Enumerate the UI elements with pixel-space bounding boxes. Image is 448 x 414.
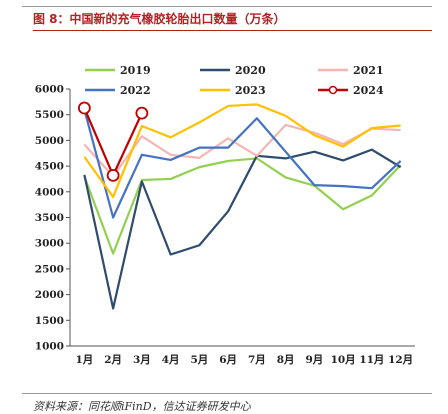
y-tick-label: 5000 — [35, 135, 64, 147]
x-tick-label: 11月 — [359, 354, 384, 366]
y-tick-label: 1500 — [35, 315, 64, 327]
y-tick-label: 2500 — [35, 263, 64, 275]
top-rule — [22, 6, 432, 7]
y-tick-label: 4000 — [35, 186, 64, 198]
series-line-2022 — [83, 109, 402, 219]
y-tick-label: 5500 — [35, 109, 64, 121]
legend-label-2019: 2019 — [120, 64, 151, 77]
data-point-2024 — [106, 168, 120, 182]
y-tick-label: 3500 — [35, 212, 64, 224]
line-chart: 1000 1500 2000 2500 3000 3500 4000 4500 5000 5500… — [35, 64, 415, 366]
legend-label-2022: 2022 — [120, 84, 151, 97]
legend-label-2024: 2024 — [353, 84, 384, 97]
chart-legend: 2019 2020 2021 2022 2023 2024 — [85, 64, 384, 97]
y-tick-label: 4500 — [35, 161, 64, 173]
y-tick-label: 1000 — [35, 341, 64, 353]
legend-label-2020: 2020 — [235, 64, 266, 77]
x-tick-label: 1月 — [75, 354, 93, 366]
x-tick-label: 6月 — [219, 354, 237, 366]
data-point-2024 — [135, 106, 149, 120]
x-tick-label: 3月 — [133, 354, 151, 366]
source-note: 资料来源：同花顺iFinD，信达证券研发中心 — [33, 400, 251, 413]
figure-title: 图 8：中国新的充气橡胶轮胎出口数量（万条） — [33, 12, 286, 26]
legend-marker-2024 — [328, 85, 338, 95]
series-line-2019 — [83, 157, 402, 255]
x-tick-label: 2月 — [104, 354, 122, 366]
data-point-2024 — [77, 101, 91, 115]
x-tick-label: 5月 — [190, 354, 208, 366]
x-tick-label: 9月 — [305, 354, 323, 366]
title-underline — [33, 30, 432, 31]
x-tick-label: 8月 — [277, 354, 295, 366]
series-line-2023 — [83, 103, 401, 199]
series-line-2020 — [83, 148, 402, 310]
legend-label-2023: 2023 — [235, 84, 266, 97]
y-tick-label: 2000 — [35, 289, 64, 301]
x-tick-label: 7月 — [248, 354, 266, 366]
chart-series — [77, 101, 402, 310]
x-tick-label: 10月 — [331, 354, 356, 366]
bottom-rule — [22, 393, 432, 394]
x-tick-label: 12月 — [388, 354, 413, 366]
y-tick-label: 3000 — [35, 238, 64, 250]
legend-label-2021: 2021 — [353, 64, 384, 77]
y-tick-label: 6000 — [35, 84, 64, 96]
chart-axes: 1000 1500 2000 2500 3000 3500 4000 4500 5000 5500… — [35, 84, 415, 366]
x-tick-label: 4月 — [162, 354, 180, 366]
series-line-2021 — [83, 123, 401, 178]
